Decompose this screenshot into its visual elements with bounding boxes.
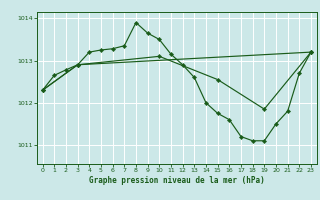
X-axis label: Graphe pression niveau de la mer (hPa): Graphe pression niveau de la mer (hPa): [89, 176, 265, 185]
